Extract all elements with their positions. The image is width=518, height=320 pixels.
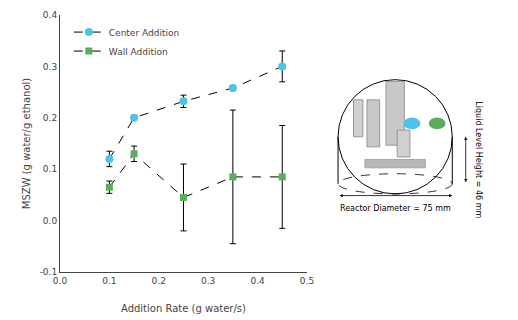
svg-text:0.0: 0.0 bbox=[43, 216, 58, 226]
svg-text:Wall Addition: Wall Addition bbox=[109, 47, 168, 57]
svg-text:0.1: 0.1 bbox=[43, 164, 57, 174]
svg-text:-0.1: -0.1 bbox=[40, 267, 58, 277]
svg-text:0.1: 0.1 bbox=[102, 276, 116, 286]
svg-text:MSZW (g water/g ethanol): MSZW (g water/g ethanol) bbox=[21, 78, 32, 209]
svg-text:0.5: 0.5 bbox=[300, 276, 314, 286]
svg-text:Addition Rate (g water/s): Addition Rate (g water/s) bbox=[121, 303, 246, 314]
svg-text:0.3: 0.3 bbox=[43, 62, 57, 72]
svg-text:0.2: 0.2 bbox=[43, 113, 57, 123]
svg-text:0.4: 0.4 bbox=[43, 10, 58, 20]
svg-text:0.4: 0.4 bbox=[250, 276, 265, 286]
svg-text:Center Addition: Center Addition bbox=[109, 28, 179, 38]
svg-text:Reactor Diameter = 75 mm: Reactor Diameter = 75 mm bbox=[340, 204, 451, 213]
svg-text:Liquid Level Height = 46 mm: Liquid Level Height = 46 mm bbox=[474, 101, 483, 218]
svg-text:0.2: 0.2 bbox=[152, 276, 166, 286]
svg-text:0.0: 0.0 bbox=[53, 276, 68, 286]
svg-text:0.3: 0.3 bbox=[201, 276, 215, 286]
